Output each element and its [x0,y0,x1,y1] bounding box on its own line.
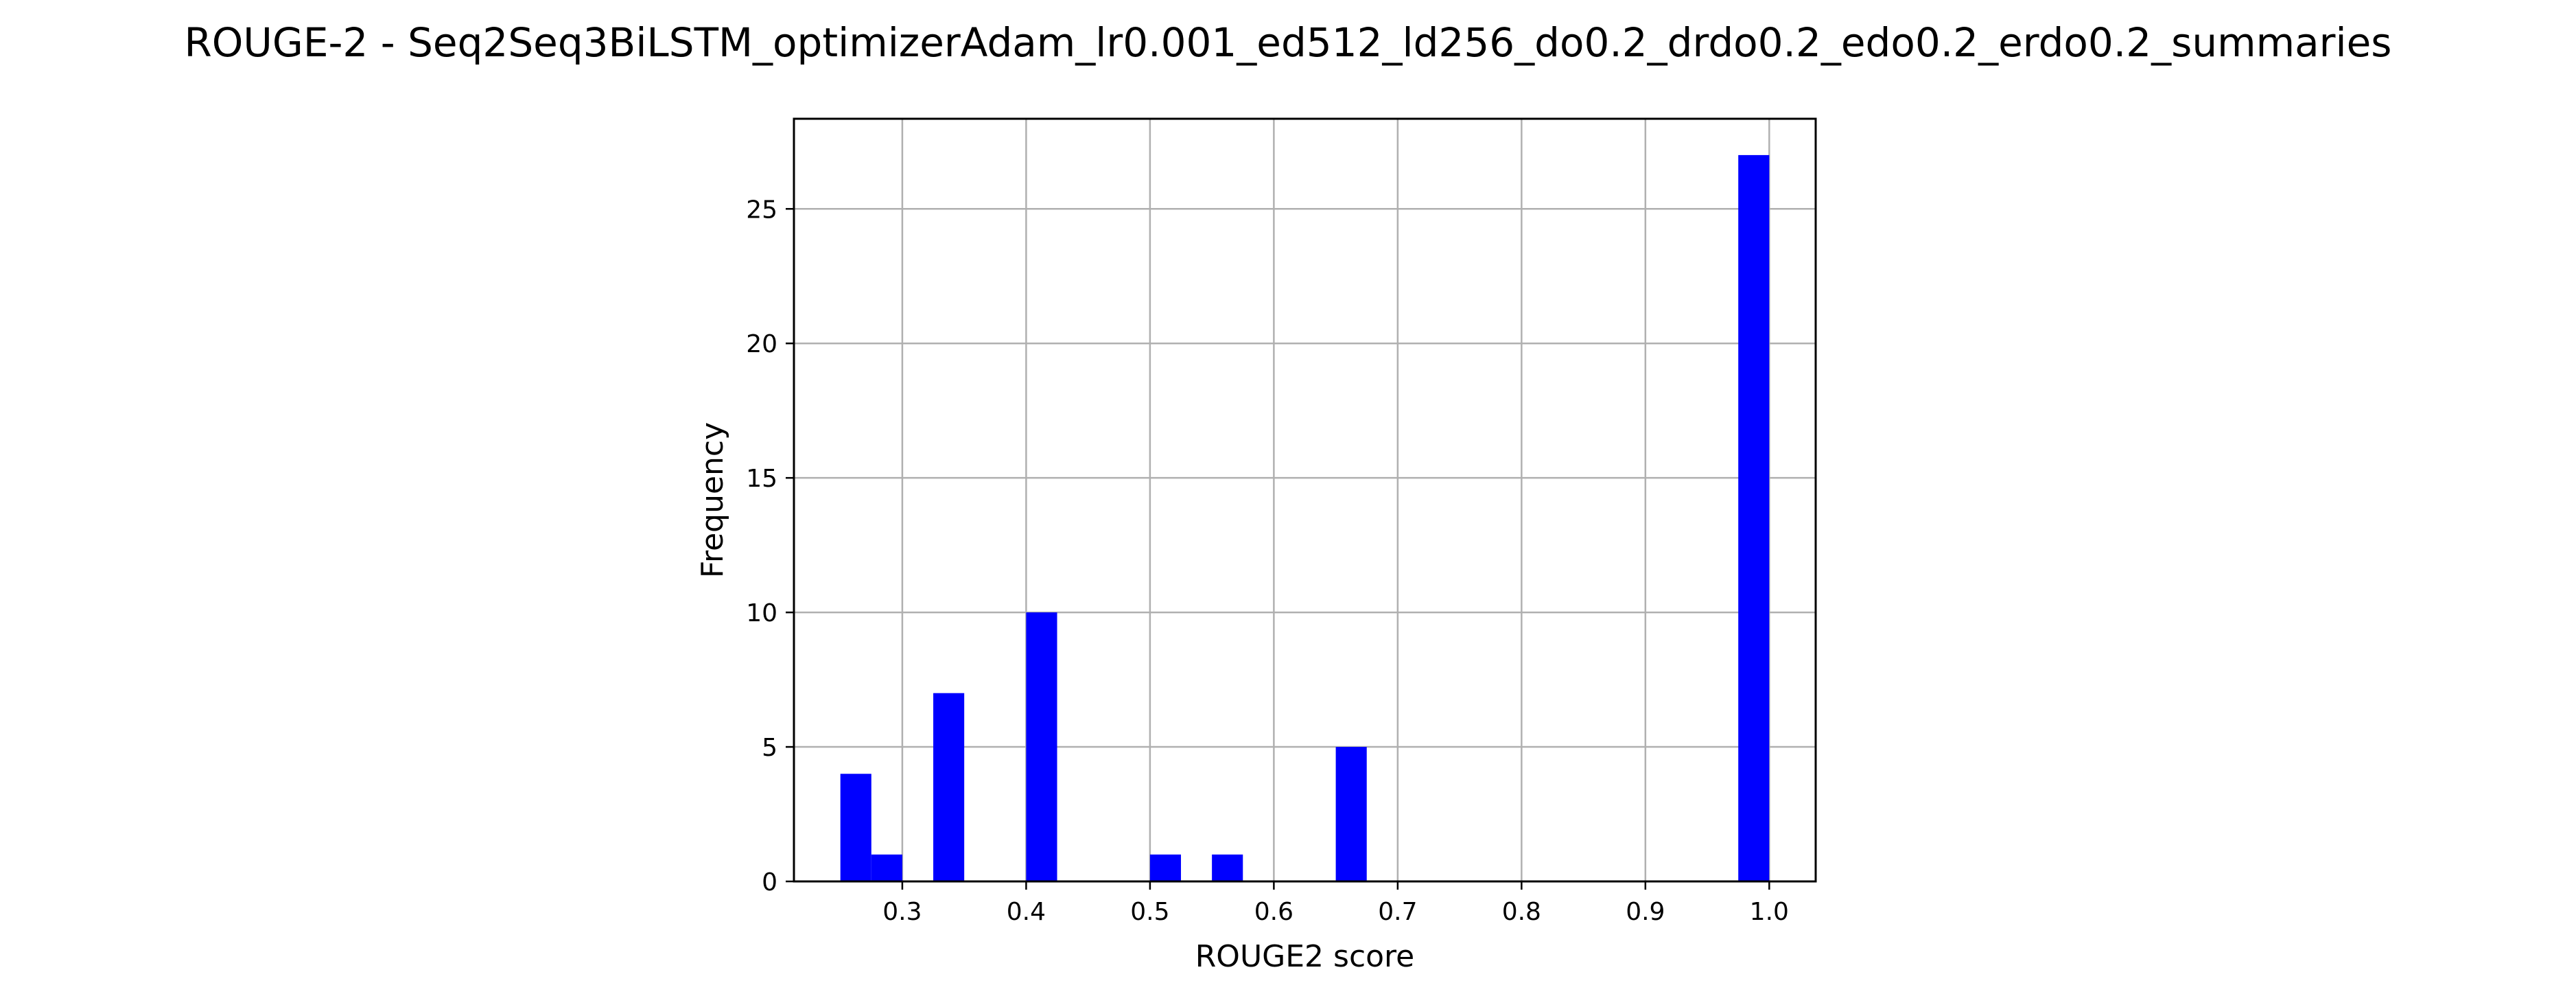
histogram-bar-4 [1149,854,1182,881]
y-axis-label: Frequency [695,422,730,578]
x-tick-label: 0.7 [1378,898,1417,926]
histogram-bar-3 [1026,612,1057,881]
y-tick-label: 20 [746,330,777,358]
x-tick-label: 0.5 [1130,898,1169,926]
histogram-bar-2 [933,693,965,881]
y-tick-label: 15 [746,465,777,493]
y-tick-label: 0 [762,868,777,897]
plot-frame [793,117,1817,883]
histogram-bar-1 [871,854,902,881]
y-tick-label: 10 [746,599,777,627]
x-axis-ticks: 0.3 0.4 0.5 0.6 0.7 0.8 0.9 1.0 [882,881,1789,926]
x-axis-label: ROUGE2 score [1195,939,1415,974]
histogram-bar-7 [1738,154,1770,881]
histogram-bar-6 [1335,747,1367,881]
x-tick-label: 0.8 [1502,898,1541,926]
histogram-bar-0 [840,774,871,881]
histogram-bars [840,154,1770,881]
y-tick-label: 25 [746,196,777,224]
histogram-bar-5 [1212,854,1243,881]
x-tick-label: 0.3 [882,898,922,926]
x-tick-label: 0.6 [1254,898,1293,926]
x-tick-label: 0.4 [1007,898,1046,926]
y-axis-ticks: 0 5 10 15 20 25 [746,196,794,897]
chart-title: ROUGE-2 - Seq2Seq3BiLSTM_optimizerAdam_l… [184,19,2392,66]
x-tick-label: 1.0 [1750,898,1789,926]
y-tick-label: 5 [762,734,777,762]
x-tick-label: 0.9 [1626,898,1665,926]
